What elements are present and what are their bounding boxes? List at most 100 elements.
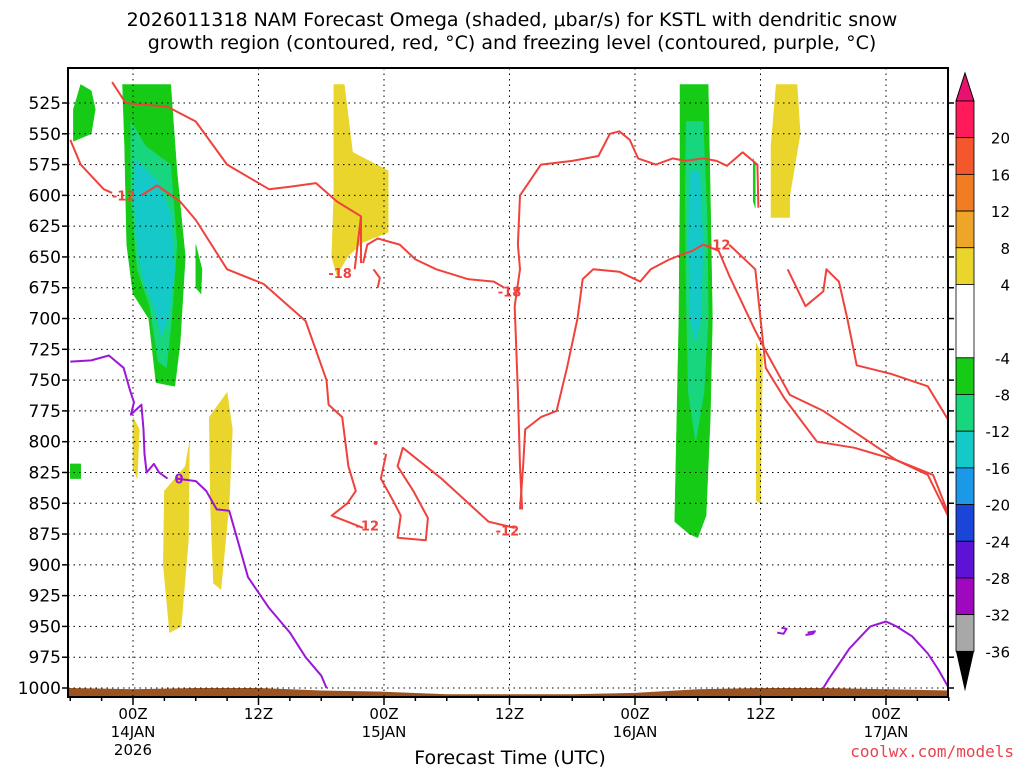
chart-title-line1: 2026011318 NAM Forecast Omega (shaded, μ… [127, 9, 898, 31]
freezing-level-contour-line [822, 620, 948, 689]
colorbar-swatch [955, 284, 975, 359]
colorbar-tick-label: 4 [1000, 276, 1010, 294]
omega-region [70, 463, 81, 479]
x-axis-tick-label: 00Z [871, 705, 900, 723]
freezing-level-contour-line [805, 630, 816, 636]
omega-region [770, 84, 801, 218]
y-axis-tick-label: 975 [29, 648, 61, 668]
colorbar-swatch [955, 614, 975, 652]
y-axis-tick-label: 925 [29, 587, 61, 607]
freezing-level-contour-line [777, 626, 788, 635]
y-axis-tick-label: 725 [29, 340, 61, 360]
x-axis-date-label: 16JAN [613, 723, 658, 741]
omega-region [752, 158, 756, 208]
colorbar-swatch [955, 540, 975, 579]
dendritic-contour-line [786, 268, 948, 422]
y-axis-tick-label: 900 [29, 556, 61, 576]
colorbar-swatch [955, 577, 975, 616]
chart-title-line2: growth region (contoured, red, °C) and f… [148, 32, 877, 54]
watermark: coolwx.com/models [850, 742, 1014, 761]
colorbar-swatch [955, 357, 975, 395]
dendritic-contour-label: -18 [498, 285, 522, 300]
colorbar-tick-label: -36 [986, 643, 1011, 661]
colorbar: 20 16 12 8 4 -4 -8 -12 -16 -20 -24 -28 -32 -36 [955, 71, 1011, 692]
colorbar-tick-label: -12 [986, 423, 1011, 441]
colorbar-tick-label: -32 [986, 607, 1011, 625]
y-axis-tick-label: 625 [29, 217, 61, 237]
y-axis-tick-label: 675 [29, 279, 61, 299]
dendritic-contour-line [513, 195, 524, 510]
dendritic-contour-line [702, 243, 948, 516]
x-axis-tick-label: 00Z [118, 705, 147, 723]
x-axis-tick-label: 00Z [620, 705, 649, 723]
omega-region [132, 416, 140, 479]
colorbar-swatch [955, 247, 975, 285]
omega-region [195, 244, 203, 295]
colorbar-swatch [955, 430, 975, 469]
y-axis-tick-label: 575 [29, 156, 61, 176]
y-axis-tick-label: 775 [29, 402, 61, 422]
dendritic-contour-label: -12 [112, 189, 136, 204]
dendritic-contour-line [519, 130, 760, 208]
colorbar-tick-label: 12 [991, 203, 1010, 221]
dendritic-contour-line [111, 81, 362, 270]
dendritic-contour-line [519, 243, 704, 510]
freezing-level-contour-line [176, 477, 328, 689]
x-axis-tick-label: 00Z [369, 705, 398, 723]
omega-region [163, 441, 190, 633]
y-axis-tick-label: 800 [29, 433, 61, 453]
colorbar-tick-label: -24 [986, 533, 1011, 551]
y-axis-tick-label: 825 [29, 463, 61, 483]
colorbar-tick-label: -20 [986, 497, 1011, 515]
ground-surface [68, 688, 948, 697]
x-axis-label: Forecast Time (UTC) [414, 747, 605, 768]
dendritic-contour-line [69, 139, 113, 194]
omega-shading-layer [70, 84, 801, 633]
y-axis-tick-label: 650 [29, 248, 61, 268]
contour-label-layer: -12 -12 -12 -12 -18 -18 0 [112, 189, 731, 539]
y-axis-tick-label: 550 [29, 125, 61, 145]
dendritic-contour-layer [69, 81, 948, 542]
colorbar-top-arrow [955, 71, 975, 102]
omega-region [73, 84, 96, 142]
omega-region [209, 391, 233, 590]
freezing-level-contour-label: 0 [174, 473, 183, 488]
colorbar-tick-label: -28 [986, 570, 1011, 588]
plot-frame [67, 67, 949, 698]
x-axis-tick-label: 12Z [746, 705, 775, 723]
y-axis-tick-label: 875 [29, 525, 61, 545]
colorbar-swatch [955, 100, 975, 139]
y-axis-tick-label: 750 [29, 371, 61, 391]
ground-layer [68, 688, 948, 697]
x-axis-date-label: 14JAN [111, 723, 156, 741]
colorbar-tick-label: -16 [986, 460, 1011, 478]
omega-region [331, 84, 389, 277]
freezing-level-contour-layer [70, 354, 948, 689]
dendritic-contour-line [379, 446, 515, 542]
dendritic-contour-line [140, 184, 364, 529]
x-axis-year-label: 2026 [114, 741, 152, 759]
colorbar-swatch [955, 504, 975, 542]
y-axis: 525 550 575 600 625 650 675 700 725 750 775 800 825 8… [18, 94, 954, 699]
y-axis-tick-label: 850 [29, 494, 61, 514]
colorbar-tick-label: 20 [991, 130, 1010, 148]
colorbar-swatch [955, 467, 975, 505]
colorbar-tick-label: 8 [1000, 240, 1010, 258]
colorbar-tick-label: 16 [991, 166, 1010, 184]
y-axis-tick-label: 700 [29, 310, 61, 330]
colorbar-tick-label: -4 [995, 350, 1010, 368]
dendritic-contour-label: -12 [496, 524, 520, 539]
omega-region [133, 157, 176, 338]
y-axis-tick-label: 600 [29, 186, 61, 206]
dendritic-contour-line [728, 243, 948, 519]
dendritic-contour-line [362, 237, 505, 289]
x-axis-date-label: 15JAN [362, 723, 407, 741]
colorbar-bottom-arrow [956, 651, 974, 692]
dendritic-contour-label: -12 [707, 239, 731, 254]
colorbar-swatch [955, 137, 975, 175]
colorbar-swatch [955, 210, 975, 249]
dendritic-contour-label: -18 [328, 267, 352, 282]
grid-layer [68, 68, 948, 697]
